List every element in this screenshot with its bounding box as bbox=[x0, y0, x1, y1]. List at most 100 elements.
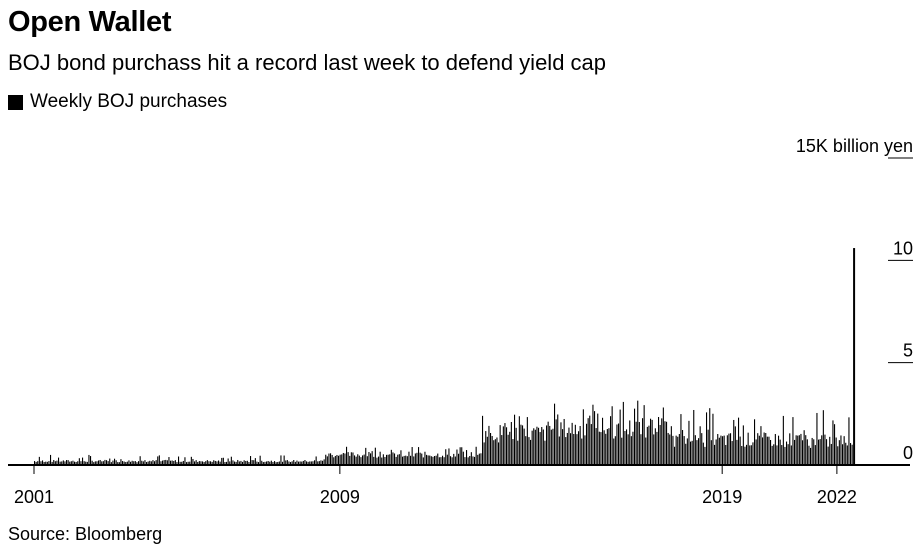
bar bbox=[176, 462, 178, 465]
bar bbox=[461, 447, 463, 465]
bar bbox=[842, 444, 844, 465]
bar bbox=[610, 416, 612, 465]
bar bbox=[586, 423, 588, 465]
bar bbox=[221, 457, 223, 465]
bar bbox=[734, 426, 736, 465]
bar bbox=[283, 455, 285, 465]
bar bbox=[34, 461, 36, 465]
y-tick-label: 0 bbox=[903, 443, 913, 463]
bar bbox=[685, 443, 687, 465]
bar bbox=[694, 435, 696, 465]
bar bbox=[594, 411, 596, 465]
bar bbox=[182, 460, 184, 465]
bar bbox=[822, 410, 824, 465]
bar bbox=[128, 460, 130, 465]
y-tick-label: 10 bbox=[893, 238, 913, 258]
bar bbox=[261, 460, 263, 465]
bar bbox=[802, 440, 804, 465]
bar bbox=[651, 419, 653, 465]
bar bbox=[806, 439, 808, 465]
bar bbox=[669, 434, 671, 465]
bar bbox=[445, 449, 447, 465]
bar bbox=[320, 460, 322, 465]
bar bbox=[698, 438, 700, 465]
bar bbox=[525, 436, 527, 465]
bar bbox=[310, 461, 312, 465]
bar bbox=[517, 440, 519, 465]
bar bbox=[816, 412, 818, 465]
bar bbox=[54, 461, 56, 465]
bar bbox=[277, 461, 279, 465]
bar bbox=[696, 440, 698, 465]
bar bbox=[755, 439, 757, 465]
bar bbox=[317, 461, 319, 465]
bar bbox=[576, 434, 578, 465]
bar bbox=[530, 439, 532, 465]
bar bbox=[838, 440, 840, 465]
bar bbox=[67, 460, 69, 465]
bar bbox=[275, 462, 277, 465]
bar bbox=[408, 451, 410, 465]
bar bbox=[411, 447, 413, 465]
bar bbox=[333, 457, 335, 465]
bar bbox=[174, 460, 176, 465]
bar bbox=[846, 445, 848, 465]
bar bbox=[566, 432, 568, 465]
bar bbox=[120, 459, 122, 465]
bar bbox=[139, 456, 141, 465]
bar bbox=[598, 431, 600, 465]
bar bbox=[773, 444, 775, 465]
bar bbox=[413, 456, 415, 465]
x-tick-label: 2019 bbox=[702, 487, 742, 507]
bar bbox=[477, 454, 479, 465]
bar bbox=[421, 453, 423, 465]
bar bbox=[701, 433, 703, 465]
bar bbox=[323, 459, 325, 465]
bar bbox=[704, 446, 706, 465]
bar bbox=[371, 451, 373, 465]
bar bbox=[242, 461, 244, 465]
bar bbox=[389, 454, 391, 465]
bar bbox=[234, 461, 236, 465]
bar bbox=[80, 461, 82, 465]
bar bbox=[478, 453, 480, 465]
bar bbox=[744, 446, 746, 465]
bar bbox=[256, 461, 258, 465]
bar bbox=[259, 455, 261, 465]
bar bbox=[59, 461, 61, 465]
bar bbox=[91, 460, 93, 465]
bar bbox=[446, 454, 448, 465]
bar bbox=[280, 455, 282, 465]
bar bbox=[106, 460, 108, 465]
bar bbox=[109, 458, 111, 465]
bar bbox=[709, 408, 711, 465]
bar bbox=[603, 430, 605, 465]
bar bbox=[554, 403, 556, 465]
bar bbox=[123, 461, 125, 465]
bar bbox=[613, 438, 615, 465]
bar bbox=[370, 453, 372, 465]
bar bbox=[440, 457, 442, 465]
bar bbox=[110, 462, 112, 465]
bar bbox=[189, 461, 191, 465]
bar bbox=[811, 437, 813, 465]
bar bbox=[472, 456, 474, 465]
bar bbox=[678, 434, 680, 465]
bar bbox=[43, 462, 45, 465]
bar bbox=[386, 454, 388, 465]
bar bbox=[611, 406, 613, 465]
bar bbox=[230, 456, 232, 465]
bar bbox=[192, 458, 194, 465]
bar bbox=[691, 440, 693, 465]
bar bbox=[493, 440, 495, 465]
bar bbox=[600, 432, 602, 465]
bar bbox=[808, 445, 810, 465]
bar bbox=[274, 461, 276, 465]
bar bbox=[394, 453, 396, 465]
bar bbox=[795, 435, 797, 465]
bar bbox=[616, 424, 618, 465]
bar bbox=[741, 445, 743, 465]
bar bbox=[522, 425, 524, 465]
bar bbox=[688, 420, 690, 465]
bar bbox=[373, 456, 375, 465]
